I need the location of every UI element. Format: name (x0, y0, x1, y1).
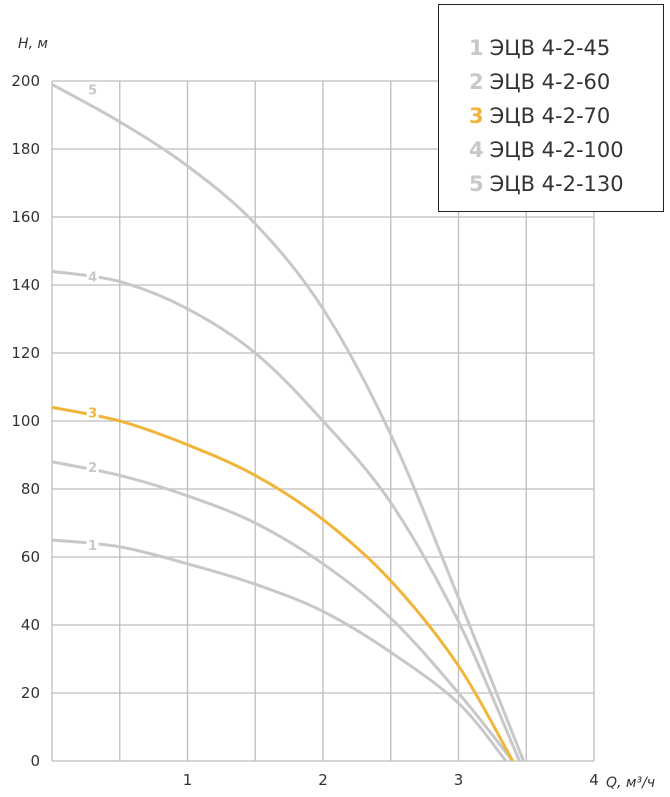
series-line-5 (51, 83, 525, 762)
legend-item-number: 3 (469, 104, 484, 128)
x-tick-label: 2 (318, 771, 328, 789)
series-label-4: 4 (88, 271, 97, 286)
series-label-3: 3 (88, 407, 97, 422)
y-tick-label: 200 (11, 72, 40, 90)
y-tick-label: 60 (21, 548, 40, 566)
y-tick-label: 180 (11, 140, 40, 158)
legend-item: 5 ЭЦВ 4-2-130 (469, 167, 663, 201)
y-tick-label: 40 (21, 616, 40, 634)
series-label-bg (86, 537, 99, 553)
legend-item-number: 2 (469, 70, 484, 94)
x-tick-label: 4 (589, 771, 599, 789)
series-label-bg (86, 268, 99, 284)
legend-item-number: 5 (469, 172, 484, 196)
legend-item: 2 ЭЦВ 4-2-60 (469, 65, 663, 99)
series-line-2 (51, 460, 514, 762)
legend-item-name: ЭЦВ 4-2-130 (489, 172, 624, 196)
ticks: 0 20 40 60 80 100 120 140 160 180 200 1 2 3 4 (11, 72, 598, 789)
x-axis-title: Q, м³/ч (606, 775, 655, 791)
y-tick-label: 0 (30, 752, 40, 770)
y-tick-label: 20 (21, 684, 40, 702)
y-tick-label: 100 (11, 412, 40, 430)
legend-item-name: ЭЦВ 4-2-60 (489, 70, 611, 94)
series-label-bg (86, 404, 99, 420)
legend-item: 1 ЭЦВ 4-2-45 (469, 31, 663, 65)
y-tick-label: 80 (21, 480, 40, 498)
series-line-4 (51, 269, 521, 762)
legend-item-number: 1 (469, 36, 484, 60)
legend: 1 ЭЦВ 4-2-45 2 ЭЦВ 4-2-60 3 ЭЦВ 4-2-70 4 ЭЦВ 4-… (438, 4, 664, 212)
y-axis-title: H, м (18, 36, 48, 52)
y-tick-label: 160 (11, 208, 40, 226)
x-tick-label: 1 (183, 771, 193, 789)
series-label-bg (86, 81, 99, 97)
y-tick-label: 140 (11, 276, 40, 294)
legend-item: 4 ЭЦВ 4-2-100 (469, 133, 663, 167)
series-line-3 (51, 405, 515, 762)
series-label-2: 2 (88, 461, 97, 476)
series-label-bg (86, 458, 99, 474)
legend-item: 3 ЭЦВ 4-2-70 (469, 99, 663, 133)
series-label-1: 1 (88, 539, 97, 554)
series-line-1 (51, 538, 508, 762)
legend-item-name: ЭЦВ 4-2-45 (489, 36, 611, 60)
legend-item-name: ЭЦВ 4-2-100 (489, 138, 624, 162)
series-label-5: 5 (88, 84, 97, 99)
grid (51, 80, 595, 762)
legend-item-name: ЭЦВ 4-2-70 (489, 104, 611, 128)
curves: 1 2 4 5 3 (51, 81, 525, 762)
x-tick-label: 3 (454, 771, 464, 789)
y-tick-label: 120 (11, 344, 40, 362)
legend-item-number: 4 (469, 138, 484, 162)
